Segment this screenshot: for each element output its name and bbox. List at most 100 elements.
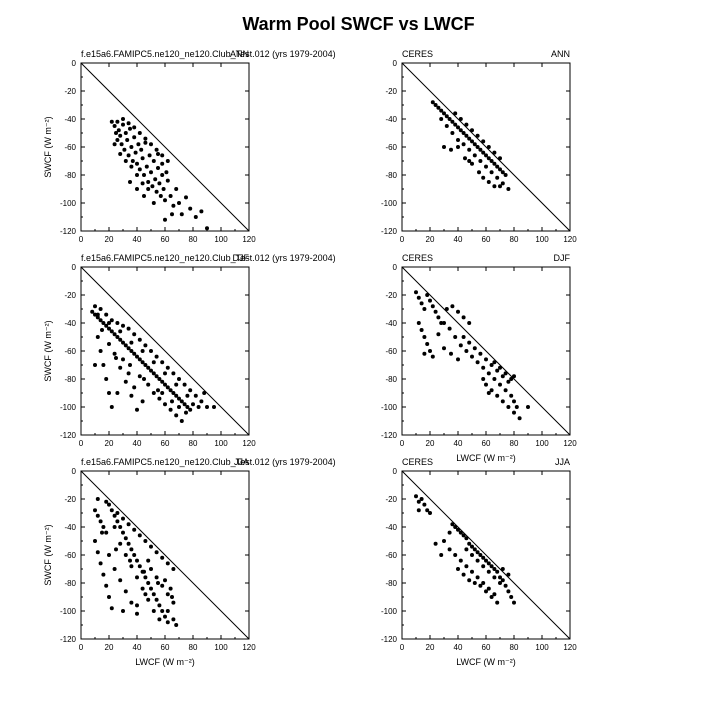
data-point [477, 170, 481, 175]
data-point [461, 335, 466, 339]
data-point [467, 147, 472, 152]
y-tick-label: -80 [64, 171, 76, 180]
data-point [489, 595, 494, 599]
data-point [101, 572, 106, 577]
data-point [526, 405, 530, 409]
x-tick-label: 100 [535, 235, 549, 244]
data-point [170, 399, 174, 404]
data-point [449, 351, 453, 356]
y-tick-label: -60 [64, 143, 76, 152]
data-point [154, 189, 159, 194]
data-point [154, 147, 159, 152]
data-point [165, 178, 170, 183]
data-point [118, 337, 123, 342]
y-tick-label: -40 [385, 319, 397, 328]
data-point [160, 583, 165, 588]
data-point [492, 592, 497, 597]
data-point [461, 572, 466, 577]
data-point [486, 371, 491, 376]
data-point [444, 114, 449, 119]
data-point [174, 187, 179, 191]
data-point [93, 508, 97, 513]
data-point [115, 138, 120, 142]
y-tick-label: -120 [60, 227, 77, 236]
y-tick-label: -100 [60, 403, 77, 412]
data-point [146, 558, 151, 563]
data-point [492, 184, 497, 189]
data-point [143, 140, 148, 145]
data-point [470, 569, 474, 574]
data-point [170, 595, 174, 599]
data-point [444, 307, 449, 311]
data-point [453, 111, 458, 116]
data-point [140, 399, 145, 404]
data-point [484, 153, 488, 158]
data-point [114, 131, 118, 135]
data-point [129, 393, 134, 398]
data-point [495, 600, 500, 605]
data-point [472, 153, 477, 158]
data-point [150, 184, 155, 189]
y-tick-label: -120 [381, 635, 398, 644]
data-point [442, 111, 446, 116]
data-point [135, 161, 139, 166]
data-point [121, 122, 125, 127]
data-point [109, 318, 114, 323]
data-point [430, 100, 435, 105]
data-point [160, 391, 165, 395]
data-point [133, 150, 138, 155]
data-point [114, 356, 118, 360]
data-point [447, 547, 452, 552]
scatter-panel-4: 0 20 40 60 80 100 120 0 -20 -40 -60 -80 -100 -120 CERE… [381, 253, 577, 463]
data-point [481, 564, 486, 569]
data-point [93, 363, 97, 367]
data-point [461, 315, 466, 320]
y-axis-label: SWCF (W m⁻²) [43, 320, 53, 381]
data-point [107, 502, 111, 507]
data-point [140, 349, 145, 353]
data-point [177, 201, 181, 205]
data-point [104, 530, 109, 535]
data-point [478, 147, 483, 152]
data-point [184, 410, 188, 415]
data-point [196, 405, 201, 409]
data-point [506, 572, 511, 577]
x-tick-label: 0 [400, 235, 405, 244]
data-point [146, 382, 151, 387]
data-point [93, 312, 97, 317]
data-point [467, 340, 472, 345]
data-point [114, 547, 118, 552]
data-point [160, 360, 165, 365]
data-point [481, 555, 486, 560]
data-point [142, 173, 146, 177]
data-point [112, 124, 117, 128]
data-point [163, 402, 167, 407]
data-point [154, 374, 159, 379]
data-point [478, 351, 483, 356]
data-point [450, 131, 455, 135]
data-point [500, 567, 505, 571]
data-point [143, 136, 148, 141]
data-point [95, 315, 100, 320]
data-point [467, 578, 472, 583]
data-point [164, 170, 169, 175]
data-point [470, 553, 474, 557]
data-point [98, 561, 103, 566]
data-point [135, 558, 139, 563]
data-point [163, 371, 167, 376]
data-point [95, 335, 100, 339]
data-point [442, 321, 446, 325]
data-point [439, 108, 444, 113]
x-tick-label: 40 [133, 235, 142, 244]
x-tick-label: 0 [79, 643, 84, 652]
data-point [458, 128, 463, 133]
data-point [168, 407, 173, 412]
data-point [135, 611, 139, 616]
data-point [464, 547, 469, 552]
data-point [171, 567, 176, 571]
panel-left-label: CERES [402, 49, 433, 59]
data-point [512, 399, 516, 404]
data-point [115, 519, 120, 524]
data-point [132, 553, 137, 557]
